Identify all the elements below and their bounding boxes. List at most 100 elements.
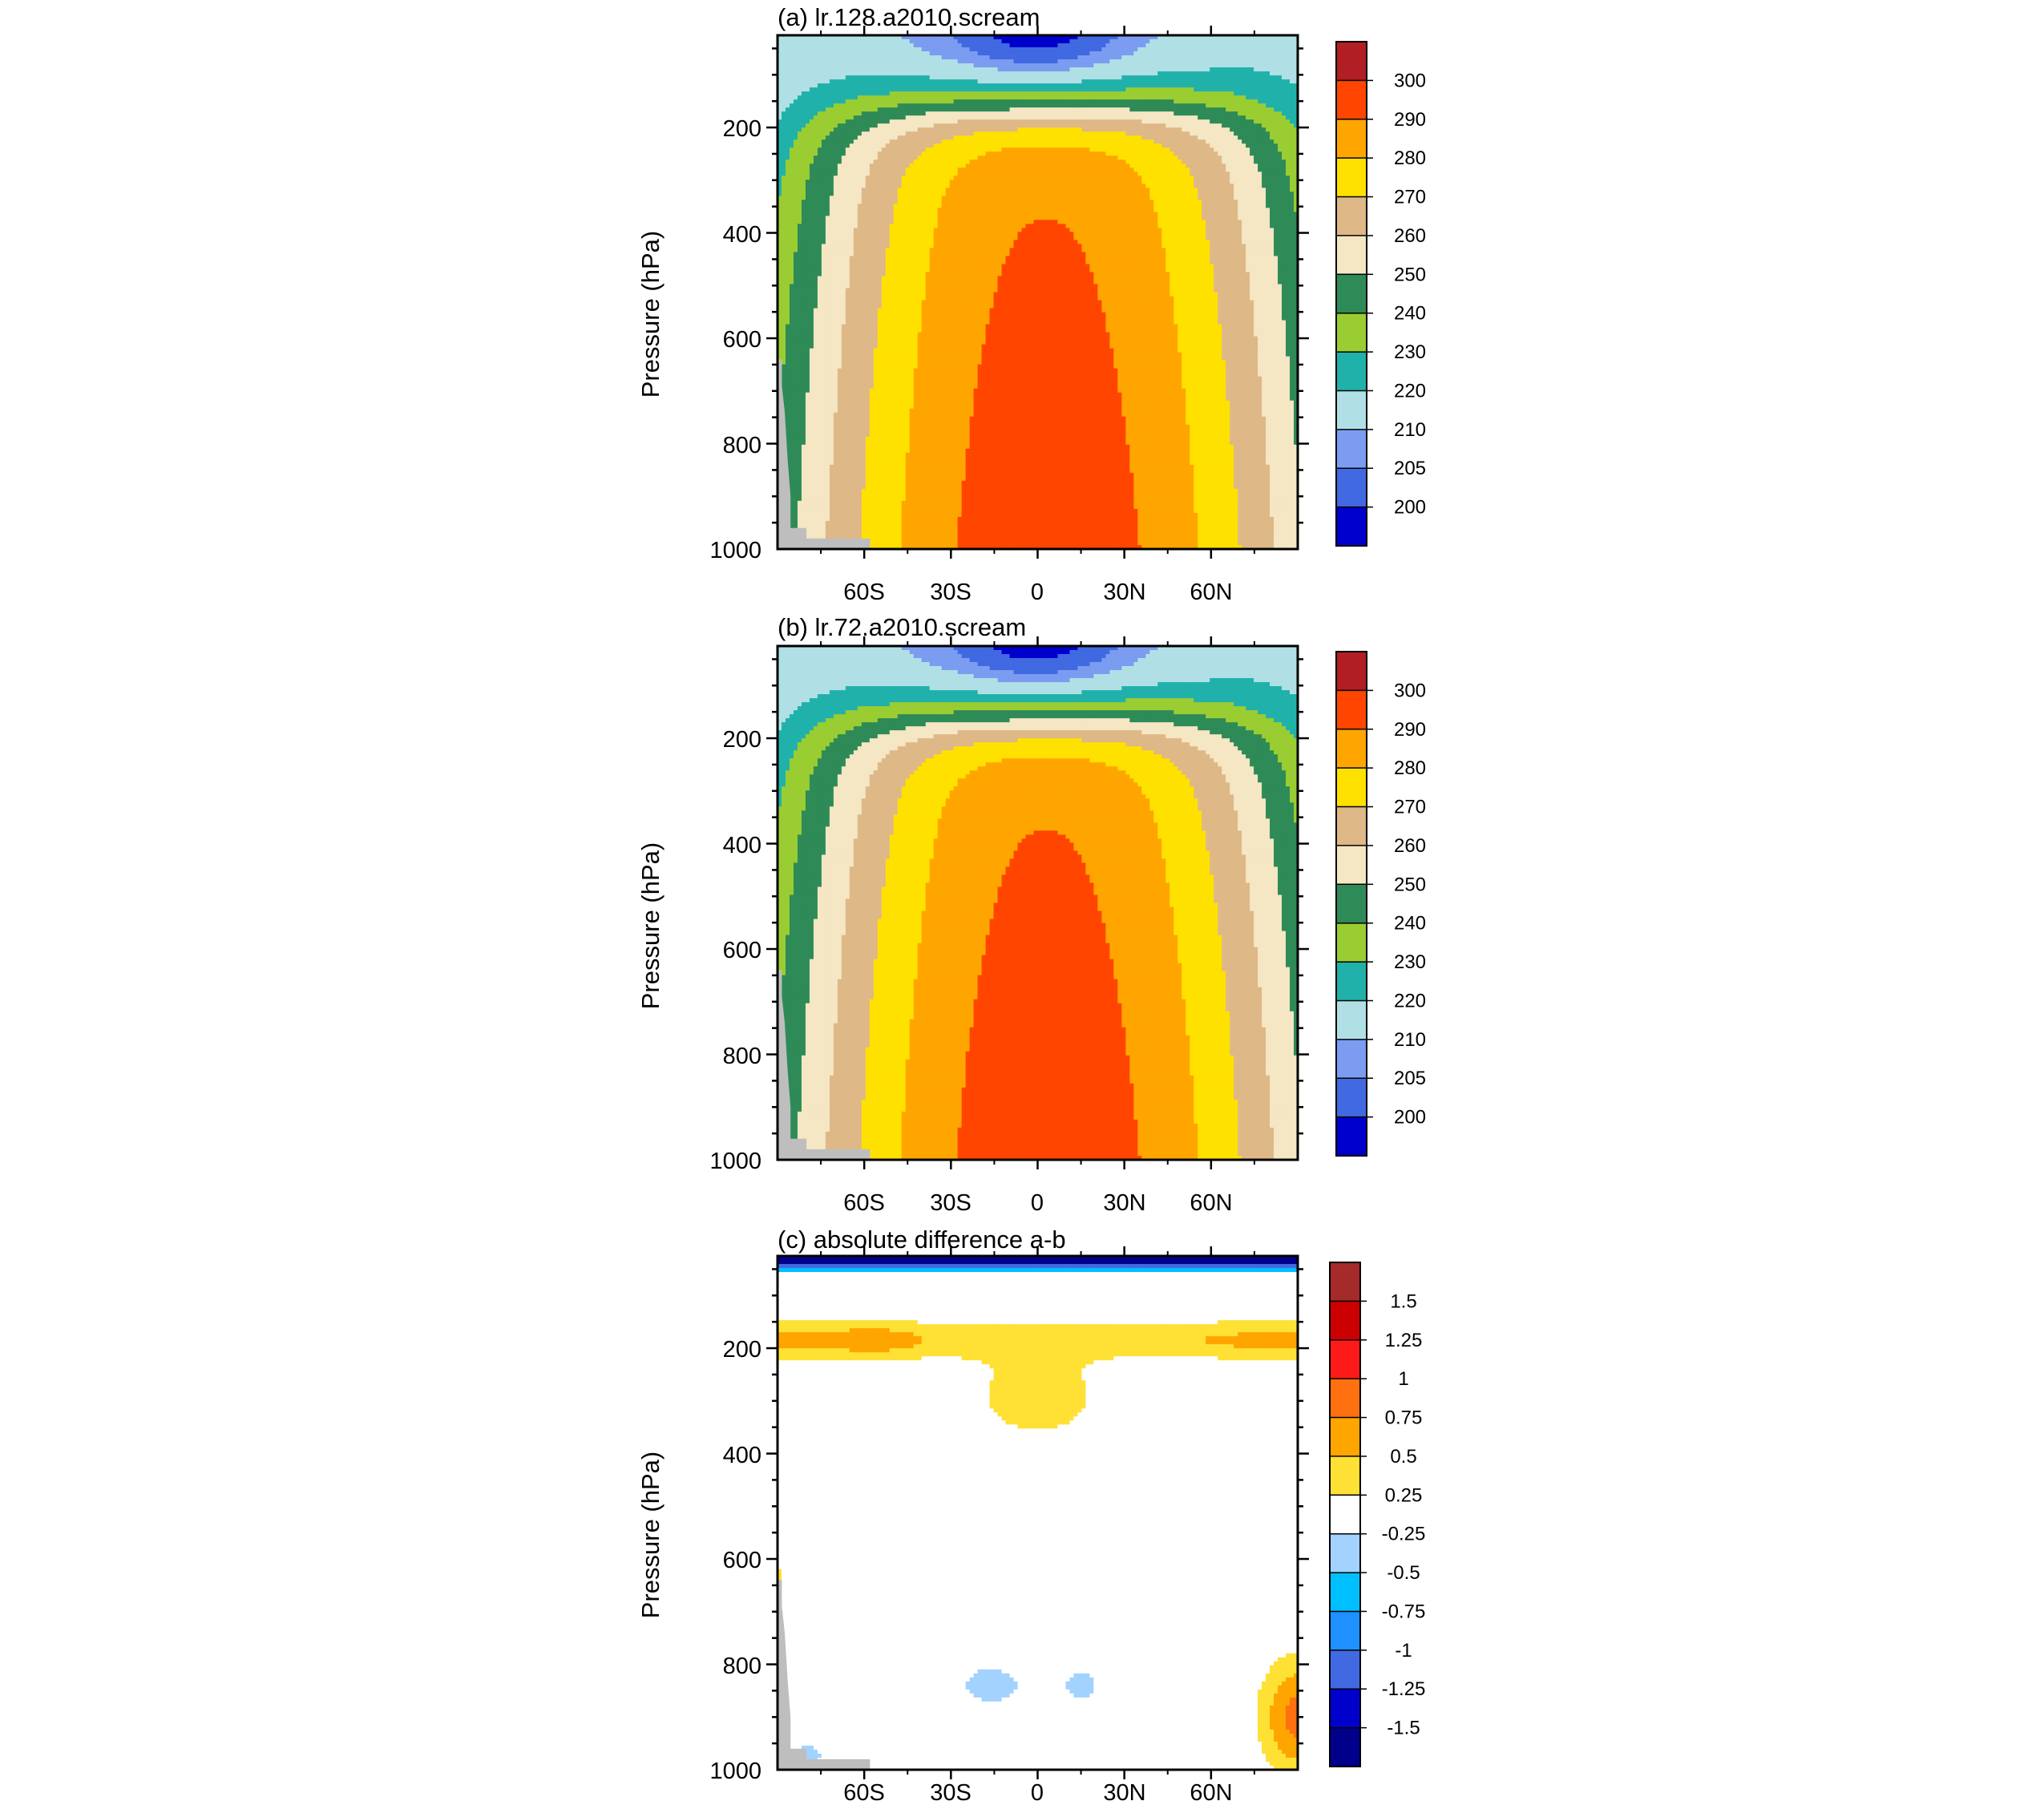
contour-cell (1294, 107, 1298, 112)
contour-cell (1234, 79, 1238, 84)
contour-cell (885, 155, 891, 160)
contour-cell (841, 87, 846, 92)
contour-cell (1081, 180, 1087, 184)
contour-cell (865, 47, 871, 52)
contour-cell (1190, 51, 1194, 56)
contour-cell (1093, 151, 1098, 156)
contour-cell (1157, 83, 1162, 88)
contour-cell (1157, 164, 1162, 168)
contour-cell (877, 71, 883, 76)
contour-cell (1005, 47, 1011, 52)
contour-cell (1001, 160, 1007, 164)
contour-cell (1001, 127, 1007, 132)
contour-cell (857, 99, 862, 104)
contour-cell (1278, 67, 1283, 72)
contour-cell (961, 107, 967, 112)
contour-cell (1270, 99, 1274, 104)
contour-cell (1037, 71, 1043, 76)
contour-cell (1258, 160, 1262, 164)
contour-cell (1238, 111, 1242, 116)
contour-cell (969, 111, 975, 116)
contour-cell (1254, 123, 1258, 128)
contour-cell (1214, 115, 1218, 120)
contour-cell (985, 107, 991, 112)
contour-cell (1226, 79, 1230, 84)
contour-cell (1133, 51, 1138, 56)
contour-cell (1057, 168, 1063, 172)
contour-cell (1097, 127, 1102, 132)
contour-cell (1286, 79, 1291, 84)
contour-cell (1037, 47, 1043, 52)
contour-cell (1057, 143, 1063, 148)
contour-cell (921, 103, 927, 108)
contour-cell (793, 63, 798, 68)
contour-cell (1270, 111, 1274, 116)
contour-cell (1198, 127, 1202, 132)
contour-cell (829, 135, 834, 140)
contour-cell (897, 172, 903, 176)
contour-cell (1210, 107, 1214, 112)
contour-cell (957, 63, 963, 68)
contour-cell (1041, 63, 1047, 68)
contour-cell (837, 135, 842, 140)
contour-cell (1282, 168, 1287, 172)
contour-cell (1242, 155, 1246, 160)
contour-cell (929, 164, 935, 168)
contour-cell (1234, 71, 1238, 76)
contour-cell (1053, 172, 1059, 176)
contour-cell (1202, 51, 1206, 56)
contour-cell (1230, 87, 1234, 92)
contour-cell (1169, 71, 1174, 76)
contour-cell (801, 184, 806, 188)
contour-cell (957, 71, 963, 76)
contour-cell (1029, 67, 1035, 72)
contour-cell (778, 135, 782, 140)
contour-cell (985, 103, 991, 108)
contour-cell (1190, 99, 1194, 104)
contour-cell (1093, 91, 1098, 96)
contour-cell (1097, 155, 1102, 160)
contour-cell (1033, 176, 1039, 180)
contour-cell (1294, 71, 1298, 76)
contour-cell (1182, 79, 1186, 84)
contour-cell (789, 180, 794, 184)
contour-cell (1025, 71, 1031, 76)
contour-cell (1282, 91, 1287, 96)
contour-cell (1258, 63, 1262, 68)
contour-cell (949, 91, 955, 96)
contour-cell (1121, 67, 1126, 72)
contour-cell (1105, 87, 1110, 92)
contour-cell (977, 131, 983, 136)
contour-cell (869, 184, 875, 188)
contour-cell (1198, 155, 1202, 160)
contour-cell (1081, 99, 1087, 104)
contour-cell (1113, 71, 1118, 76)
contour-cell (1049, 43, 1055, 48)
contour-cell (977, 143, 983, 148)
contour-cell (1254, 43, 1258, 48)
contour-cell (1161, 131, 1166, 136)
contour-cell (1222, 75, 1226, 80)
contour-cell (1169, 164, 1174, 168)
contour-cell (1186, 83, 1190, 88)
contour-cell (1041, 107, 1047, 112)
contour-cell (1125, 83, 1130, 88)
contour-cell (1165, 147, 1170, 152)
contour-cell (957, 107, 963, 112)
contour-cell (981, 71, 987, 76)
contour-cell (1242, 115, 1246, 120)
contour-cell (781, 75, 786, 80)
contour-cell (1218, 75, 1222, 80)
contour-cell (1262, 51, 1266, 56)
contour-cell (961, 35, 967, 40)
contour-cell (1198, 103, 1202, 108)
contour-cell (1025, 75, 1031, 80)
contour-cell (1169, 119, 1174, 124)
contour-cell (1190, 47, 1194, 52)
contour-cell (1061, 103, 1067, 108)
contour-cell (925, 75, 931, 80)
contour-cell (1214, 139, 1218, 144)
contour-cell (941, 79, 947, 84)
contour-cell (1250, 79, 1254, 84)
contour-cell (1117, 103, 1122, 108)
